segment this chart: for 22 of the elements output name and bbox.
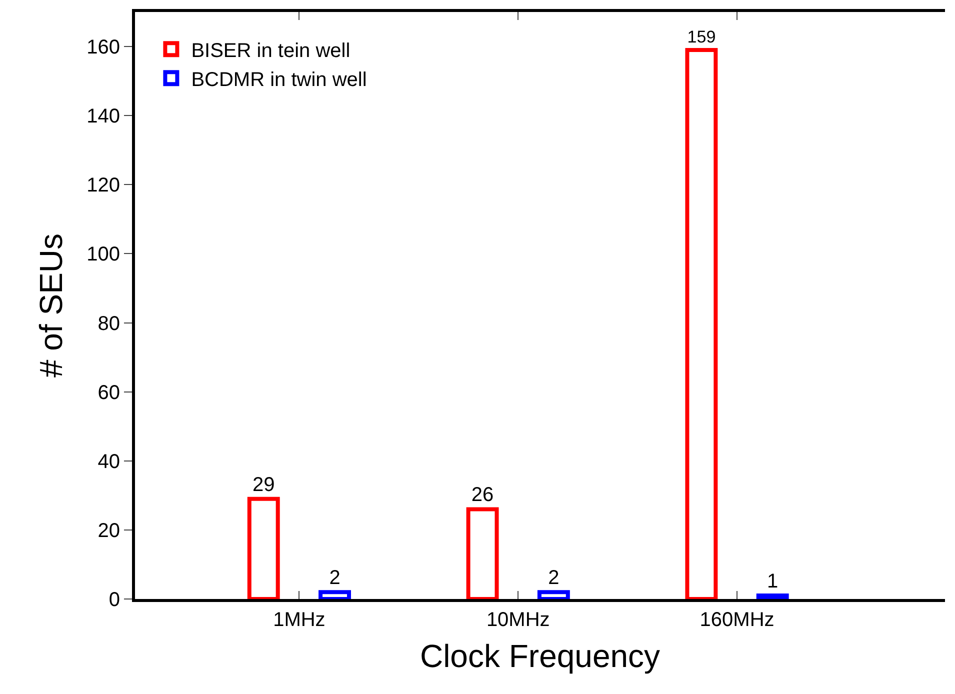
y-tick-label: 60 [98,382,120,404]
legend-label: BCDMR in twin well [191,68,367,91]
y-axis-title: # of SEUs [32,233,69,378]
y-tick-label: 20 [98,520,120,542]
data-label: 1 [767,570,778,593]
data-label: 29 [252,474,275,496]
data-label: 159 [687,28,716,47]
y-tick-label: 100 [86,244,120,266]
data-label: 2 [329,567,340,590]
x-axis-title: Clock Frequency [420,638,660,674]
y-tick-label: 140 [86,106,120,128]
y-tick-label: 0 [108,589,120,611]
data-label: 2 [548,567,560,590]
x-tick-label: 160MHz [700,609,774,631]
x-tick-label: 1MHz [273,609,326,631]
data-label: 26 [471,484,494,506]
legend-label: BISER in tein well [191,40,350,62]
y-tick-label: 80 [98,312,120,335]
y-tick-label: 120 [86,174,120,197]
y-tick-label: 40 [98,450,120,473]
y-tick-label: 160 [86,36,120,59]
x-tick-label: 10MHz [486,609,550,631]
